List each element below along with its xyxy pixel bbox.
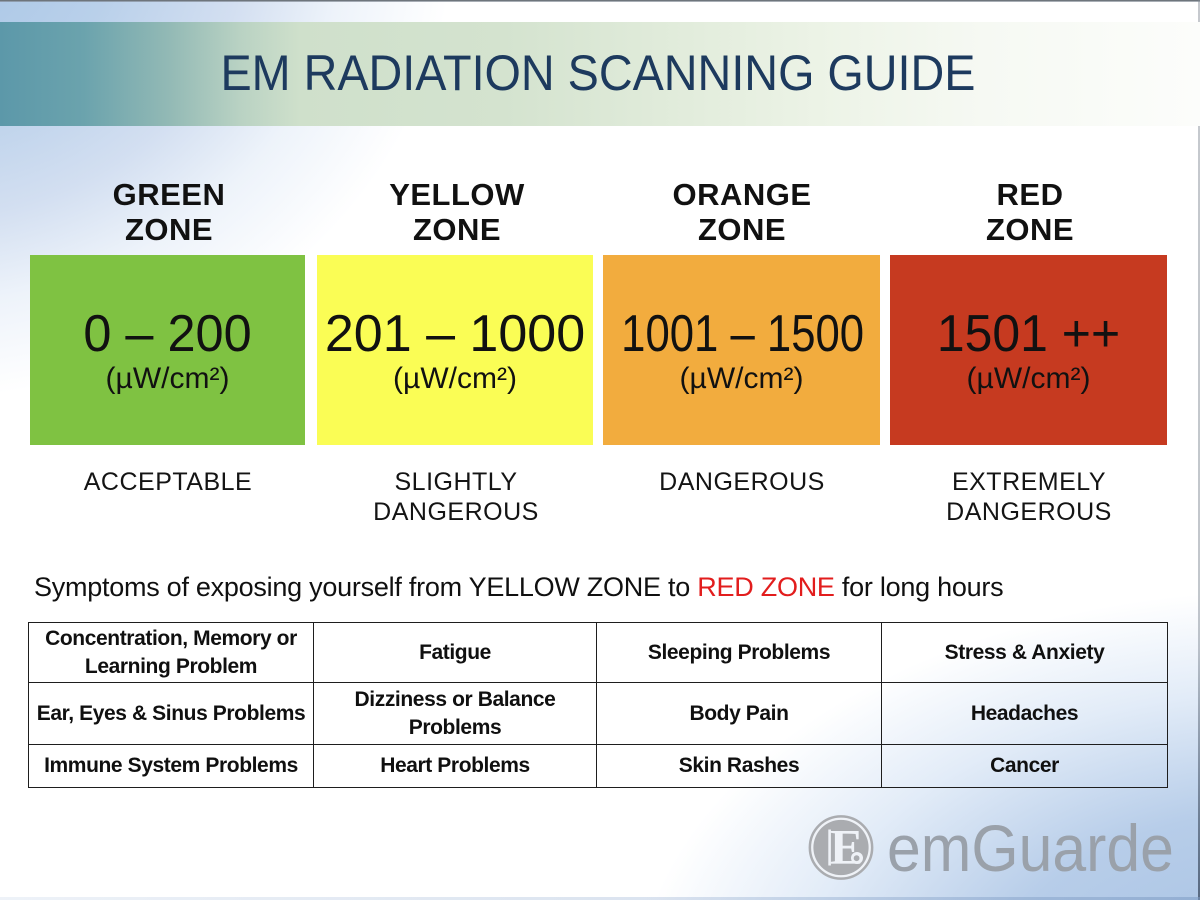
svg-text:E: E	[830, 819, 863, 875]
